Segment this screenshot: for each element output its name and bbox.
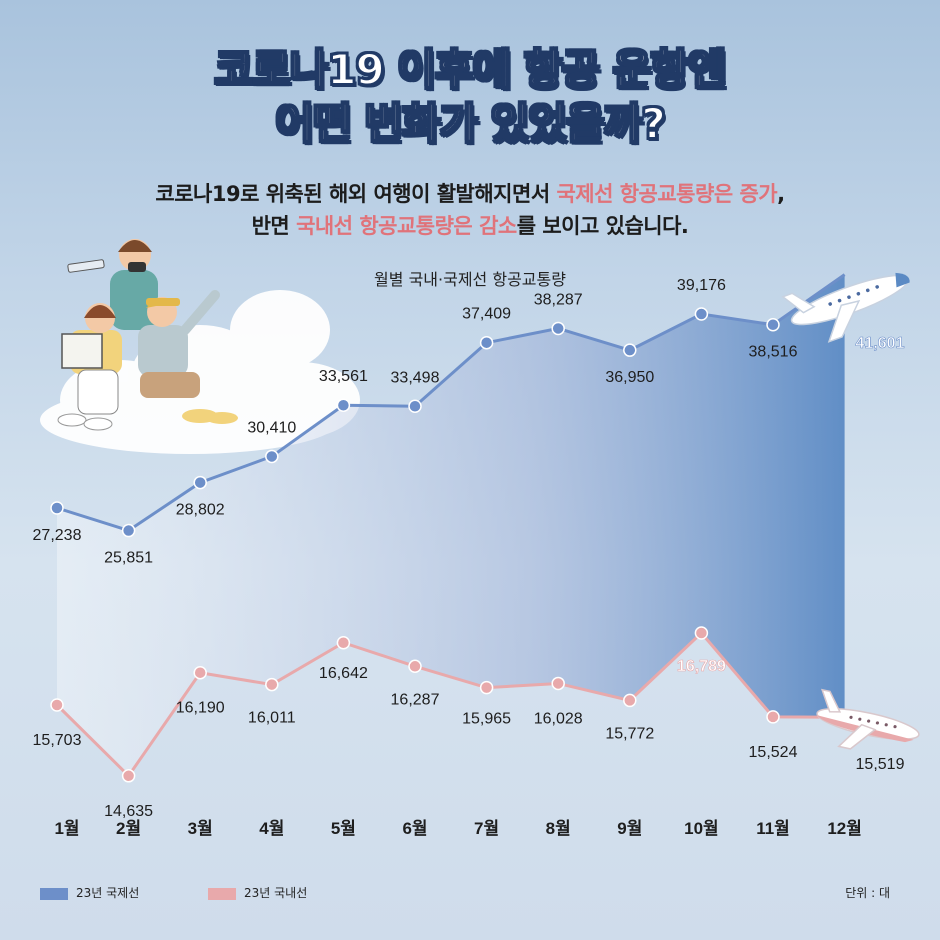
- legend-label-domestic: 23년 국내선: [244, 886, 308, 900]
- international-data-label-3: 28,802: [176, 502, 225, 519]
- international-point-7: [479, 335, 494, 350]
- domestic-data-label-9: 15,772: [605, 725, 654, 742]
- domestic-data-label-4: 16,011: [248, 710, 296, 727]
- domestic-data-label-6: 16,287: [391, 691, 440, 708]
- x-tick-label-11: 11월: [756, 819, 790, 838]
- domestic-point-3: [193, 665, 207, 680]
- domestic-data-label-7: 15,965: [462, 711, 511, 728]
- area-between-series: [57, 274, 845, 776]
- international-point-1: [50, 501, 64, 515]
- international-data-label-10: 39,176: [677, 277, 726, 294]
- international-data-label-2: 25,851: [104, 550, 153, 567]
- domestic-data-label-1: 15,703: [33, 732, 82, 749]
- subtitle-2-part-b: 를 보이고 있습니다.: [516, 214, 689, 238]
- x-tick-label-5: 5월: [331, 819, 356, 838]
- international-point-3: [193, 475, 207, 490]
- international-data-label-4: 30,410: [247, 419, 296, 436]
- domestic-point-6: [408, 659, 422, 674]
- title-line-2: 어떤 변화가 있었을까?: [274, 98, 666, 149]
- domestic-point-1: [50, 698, 64, 712]
- international-data-label-1: 27,238: [33, 527, 82, 544]
- chart-title: 월별 국내·국제선 항공교통량: [374, 270, 566, 289]
- x-tick-label-10: 10월: [684, 819, 719, 838]
- domestic-data-label-3: 16,190: [176, 700, 225, 717]
- subtitle-1-highlight: 국제선 항공교통량은 증가: [556, 182, 778, 206]
- travelers-on-cloud-illustration: [57, 239, 238, 431]
- chart-plot-area: 27,238 25,851 28,802 30,410 33,561 33,498 37,4…: [33, 273, 905, 838]
- domestic-series-line: [55, 630, 845, 779]
- international-data-label-9: 36,950: [605, 369, 654, 386]
- x-tick-label-1: 1월: [54, 819, 79, 838]
- subtitle-2-part-a: 반면: [251, 214, 297, 238]
- domestic-point-2: [121, 769, 136, 783]
- domestic-point-11: [766, 710, 780, 724]
- airplane-icon-bottom: [816, 688, 920, 750]
- legend-label-international: 23년 국제선: [76, 886, 140, 900]
- international-data-label-6: 33,498: [391, 369, 440, 386]
- x-tick-label-12: 12월: [827, 819, 862, 838]
- legend-swatch-international: [40, 887, 68, 900]
- subtitle-2-highlight: 국내선 항공교통량은 감소: [296, 214, 517, 238]
- domestic-data-label-10: 16,789: [677, 658, 726, 675]
- international-point-2: [121, 523, 136, 538]
- international-data-label-5: 33,561: [319, 368, 368, 385]
- international-point-6: [408, 399, 422, 414]
- x-tick-label-6: 6월: [402, 819, 427, 838]
- x-tick-label-7: 7월: [474, 819, 499, 838]
- international-data-label-12: 41,601: [856, 335, 905, 352]
- domestic-point-7: [479, 680, 494, 695]
- x-tick-label-4: 4월: [259, 819, 284, 838]
- domestic-point-9: [623, 693, 637, 708]
- x-tick-label-3: 3월: [188, 819, 213, 838]
- international-point-9: [623, 343, 637, 357]
- x-tick-label-8: 8월: [546, 819, 571, 838]
- legend-international: 23년 국제선: [40, 884, 139, 901]
- subtitle-line-1: 코로나19로 위축된 해외 여행이 활발해지면서 국제선 항공교통량은 증가,: [0, 178, 940, 208]
- unit-label: 단위 : 대: [845, 886, 890, 900]
- international-data-label-11: 38,516: [749, 344, 798, 361]
- legend-domestic: 23년 국내선: [208, 884, 307, 901]
- international-point-5: [336, 398, 351, 412]
- international-point-11: [766, 317, 780, 332]
- subtitle-1-part-a: 코로나19로 위축된 해외 여행이 활발해지면서: [155, 182, 557, 206]
- domestic-data-label-2: 14,635: [104, 803, 153, 820]
- international-point-8: [551, 321, 565, 336]
- airplane-icon-top: [781, 272, 910, 343]
- title-line-1: 코로나19 이후에 항공 운항엔: [213, 44, 727, 95]
- x-tick-label-2: 2월: [116, 819, 141, 838]
- subtitle-line-2: 반면 국내선 항공교통량은 감소를 보이고 있습니다.: [0, 210, 940, 240]
- domestic-point-5: [336, 635, 351, 650]
- domestic-data-label-12: 15,519: [856, 756, 905, 773]
- international-data-label-8: 38,287: [534, 291, 583, 308]
- subtitle-1-part-b: ,: [777, 182, 785, 206]
- domestic-point-10: [694, 626, 709, 640]
- domestic-data-label-8: 16,028: [534, 710, 583, 727]
- international-point-4: [265, 449, 279, 464]
- x-tick-label-9: 9월: [617, 819, 642, 838]
- domestic-data-label-11: 15,524: [749, 744, 798, 761]
- legend-swatch-domestic: [208, 887, 236, 900]
- international-series-line: [56, 273, 846, 533]
- international-point-10: [694, 307, 709, 321]
- international-data-label-7: 37,409: [462, 306, 511, 323]
- domestic-data-label-5: 16,642: [319, 665, 368, 682]
- domestic-point-8: [551, 676, 565, 691]
- domestic-point-4: [265, 677, 279, 692]
